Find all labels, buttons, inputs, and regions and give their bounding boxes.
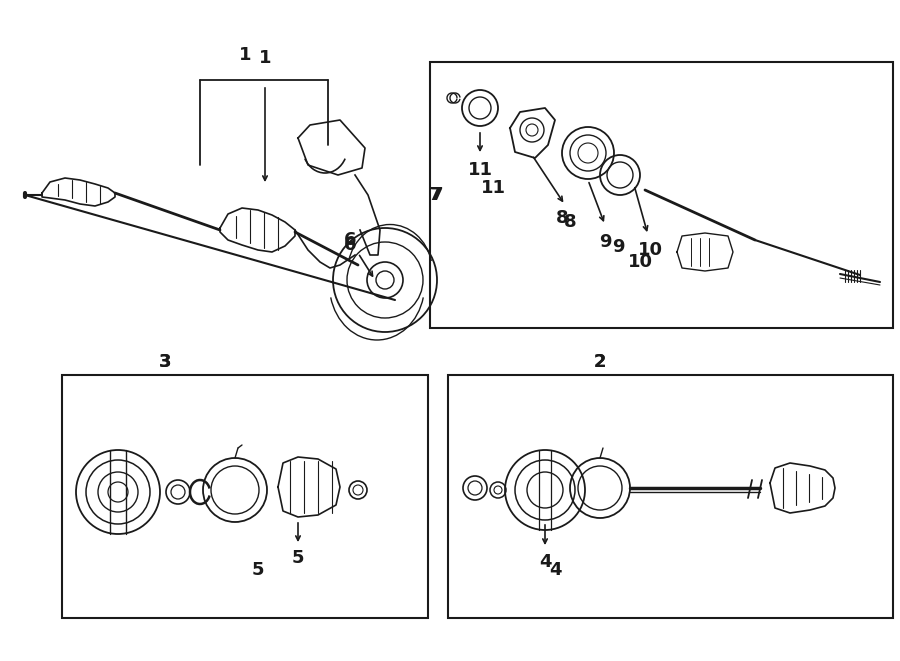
Text: 1: 1 [238,46,251,64]
Text: 6: 6 [344,231,356,249]
Text: 10: 10 [627,253,652,271]
Text: 3: 3 [158,353,171,371]
Bar [448,375,893,618]
Text: 10: 10 [637,241,662,259]
Text: 3: 3 [158,353,171,371]
Text: 2: 2 [594,353,607,371]
Text: 7: 7 [428,186,441,204]
Text: 5: 5 [252,561,265,579]
Text: 5: 5 [292,549,304,567]
Text: 8: 8 [555,209,568,227]
Text: 11: 11 [467,161,492,179]
Bar [430,62,893,328]
Bar [62,375,428,618]
Text: 2: 2 [594,353,607,371]
Text: 6: 6 [344,236,356,254]
Text: 9: 9 [612,238,625,256]
Text: 4: 4 [549,561,562,579]
Text: 9: 9 [598,233,611,251]
Text: 7: 7 [431,186,443,204]
Text: 8: 8 [563,213,576,231]
Text: 11: 11 [481,179,506,197]
Text: 4: 4 [539,553,551,571]
Text: 1: 1 [259,49,271,67]
